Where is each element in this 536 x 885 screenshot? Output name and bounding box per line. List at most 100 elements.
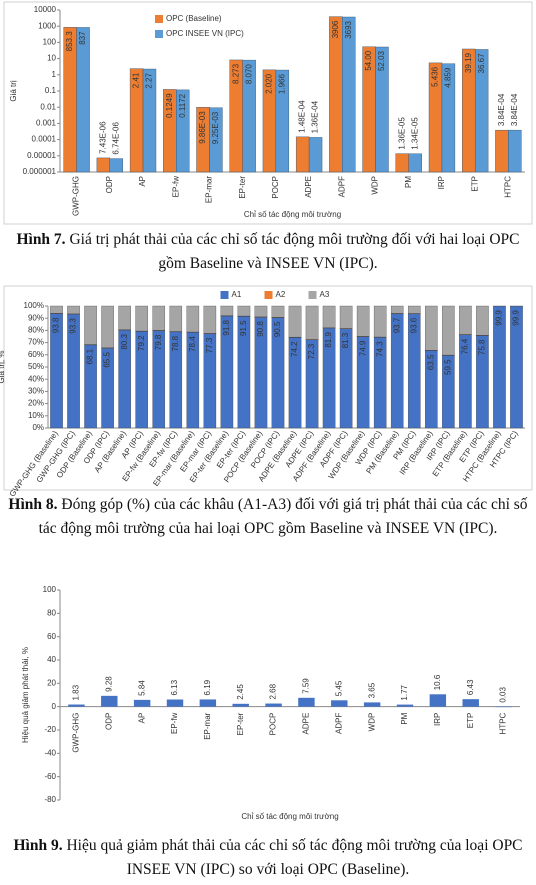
data-label: 63.5 [426, 354, 435, 370]
data-label: 4.859 [444, 67, 453, 88]
bar [142, 68, 157, 173]
data-label: 837 [78, 31, 87, 45]
x-tick-label: GWP-GHG [72, 176, 81, 216]
legend-label: A3 [320, 290, 330, 299]
caption-label: Hình 8. [8, 496, 58, 513]
bar [176, 89, 190, 173]
x-tick-label: IRP [437, 176, 446, 189]
data-label: 1.34E-05 [410, 117, 419, 150]
bar [209, 107, 223, 173]
x-tick-label: ADPE [304, 176, 313, 198]
bar-segment [288, 305, 302, 338]
data-label: 3.65 [367, 682, 376, 698]
x-tick-label: ETP [470, 176, 479, 192]
x-tick-label: ADPF [337, 176, 346, 197]
data-label: 6.13 [170, 679, 179, 695]
caption: Hình 9. Hiệu quả giảm phát thải của các … [6, 834, 530, 882]
data-label: 10.6 [433, 674, 442, 690]
bar [429, 694, 447, 707]
data-label: 0.1249 [165, 93, 174, 118]
legend-swatch [264, 291, 273, 299]
data-label: 79.8 [154, 334, 163, 350]
data-label: 1.48E-04 [298, 100, 307, 133]
x-tick-label: ETP [466, 713, 475, 729]
caption-text: Giá trị phát thải của các chỉ số tác độn… [69, 231, 520, 272]
y-tick-label: 0 [52, 702, 57, 711]
x-tick-label: WDP [371, 176, 380, 195]
bar-segment [476, 305, 489, 336]
data-label: 75.8 [478, 339, 487, 355]
x-tick-label: ODP [104, 713, 113, 730]
x-tick-label: WDP [367, 713, 376, 732]
x-tick-label: ODP [105, 176, 114, 193]
y-tick-label: 0.000001 [23, 167, 57, 176]
x-tick-label: IRP [433, 713, 442, 726]
x-tick-label: PM [400, 712, 409, 724]
data-label: 68.1 [86, 348, 95, 364]
x-tick-label: EP-ter [238, 176, 247, 199]
data-label: 2.27 [145, 72, 154, 88]
data-label: 93.3 [69, 318, 78, 334]
y-tick-label: -60 [44, 772, 56, 781]
data-label: 6.19 [203, 679, 212, 695]
data-label: 93.6 [409, 317, 418, 333]
bar-segment [186, 305, 200, 333]
y-tick-label: 80 [47, 608, 56, 617]
data-label: 59.5 [443, 359, 452, 375]
y-tick-label: -40 [44, 748, 56, 757]
bar-segment [373, 305, 387, 338]
x-tick-label: EP-mar [205, 176, 214, 203]
data-label: 3.84E-04 [497, 93, 506, 126]
data-label: 1.36E-04 [311, 100, 320, 133]
x-tick-label: POCP [271, 176, 280, 199]
bar-segment [101, 305, 114, 348]
bar-segment [220, 305, 234, 316]
data-label: 3906 [331, 20, 340, 38]
y-tick-label: 60% [28, 350, 44, 359]
data-label: 0.1172 [178, 93, 187, 117]
bar [166, 699, 184, 707]
y-tick-label: 0.0001 [32, 135, 57, 144]
x-tick-label: POCP [269, 713, 278, 736]
bar [68, 704, 85, 707]
bar [495, 129, 509, 173]
y-axis-title: Giá trị [9, 80, 18, 102]
chart-frame [3, 1, 533, 225]
data-label: 7.59 [302, 678, 311, 694]
legend-swatch [308, 291, 317, 299]
y-tick-label: 70% [28, 338, 44, 347]
data-label: 74.3 [375, 341, 384, 357]
bar [232, 703, 249, 707]
y-tick-label: 40% [28, 374, 44, 383]
data-label: 6.43 [466, 679, 475, 695]
bar [508, 129, 522, 173]
bar [441, 63, 456, 173]
x-tick-label: AP [138, 176, 147, 187]
bar-segment [84, 305, 97, 345]
y-tick-label: 10 [47, 54, 56, 63]
data-label: 6.74E-06 [111, 122, 120, 155]
y-tick-label: 80% [28, 326, 44, 335]
data-label: 93.8 [52, 317, 61, 333]
data-label: 1.36E-05 [397, 117, 406, 150]
bar [295, 136, 310, 173]
x-tick-label: HTPC [499, 712, 508, 734]
caption: Hình 7. Giá trị phát thải của các chỉ số… [6, 228, 530, 276]
bar [308, 137, 323, 173]
data-label: 81.3 [341, 332, 350, 348]
data-label: 5.436 [431, 66, 440, 87]
y-tick-label: 20 [47, 678, 56, 687]
data-label: 81.9 [324, 332, 333, 348]
y-tick-label: -20 [44, 725, 56, 734]
x-axis-title: Chỉ số tác động môi trường [244, 210, 341, 219]
x-tick-label: EP-mar [203, 712, 212, 739]
data-label: 2.45 [236, 684, 245, 700]
bar-segment [407, 305, 421, 314]
bar [298, 697, 315, 707]
data-label: 79.2 [137, 335, 146, 351]
y-axis-title: Hiệu quả giảm phát thải, % [21, 647, 30, 743]
y-tick-label: 40 [47, 655, 56, 664]
data-label: 8.070 [244, 64, 253, 85]
y-tick-label: 100 [43, 585, 57, 594]
x-axis-title: Chỉ số tác động môi trường [241, 812, 338, 821]
